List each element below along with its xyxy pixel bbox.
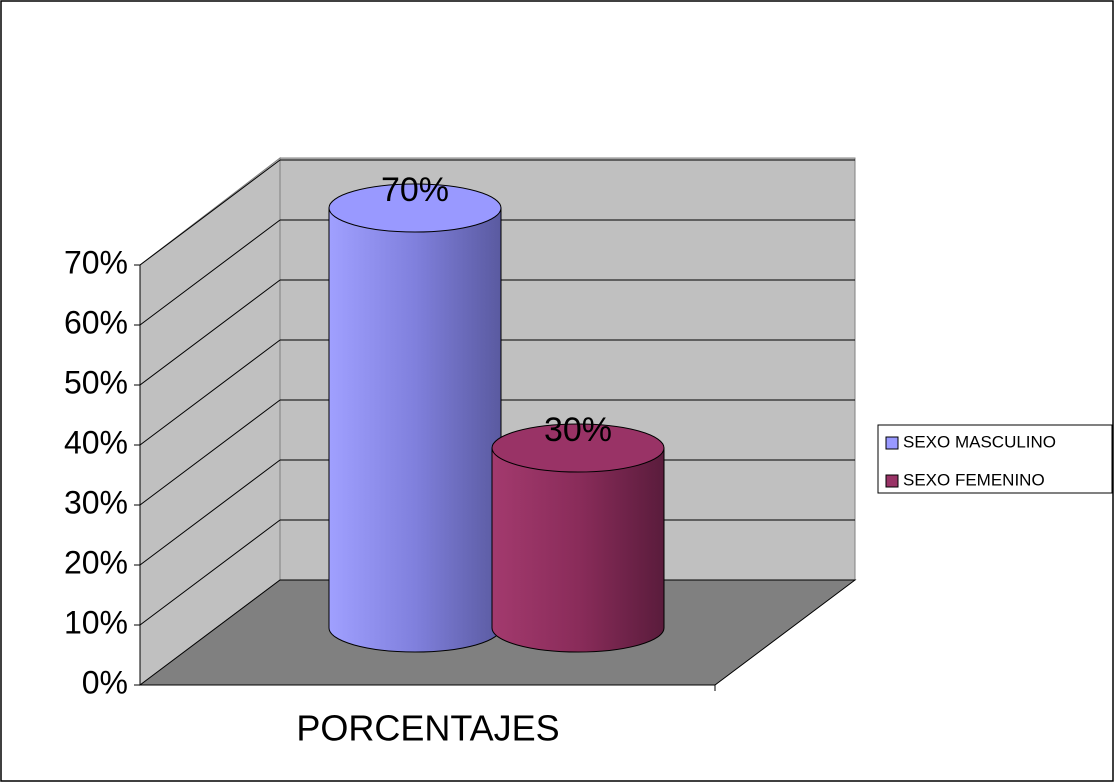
cylinder-body [328, 207, 502, 653]
legend-swatch [885, 474, 899, 488]
grid-line [139, 159, 281, 266]
grid-line [139, 219, 281, 326]
y-tick-label: 50% [64, 364, 128, 400]
grid-line [139, 399, 281, 506]
y-tick-label: 70% [64, 244, 128, 280]
x-tick-label: PORCENTAJES [296, 708, 559, 749]
y-tick-label: 30% [64, 484, 128, 520]
grid-line [139, 459, 281, 566]
data-label: 30% [544, 411, 612, 449]
legend-swatch [885, 436, 899, 450]
legend-label: SEXO MASCULINO [903, 432, 1056, 451]
y-tick-label: 20% [64, 544, 128, 580]
data-label: 70% [381, 171, 449, 209]
grid-line [139, 519, 281, 626]
cylinder-body [491, 447, 665, 653]
grid-line [139, 279, 281, 386]
legend [877, 424, 1113, 494]
y-tick-label: 60% [64, 304, 128, 340]
cylinder-top [491, 423, 665, 473]
cylinder-top [328, 183, 502, 233]
legend-label: SEXO FEMENINO [903, 470, 1045, 489]
y-tick-label: 10% [64, 604, 128, 640]
y-tick-label: 40% [64, 424, 128, 460]
y-tick-label: 0% [82, 664, 128, 700]
grid-line [139, 339, 281, 446]
